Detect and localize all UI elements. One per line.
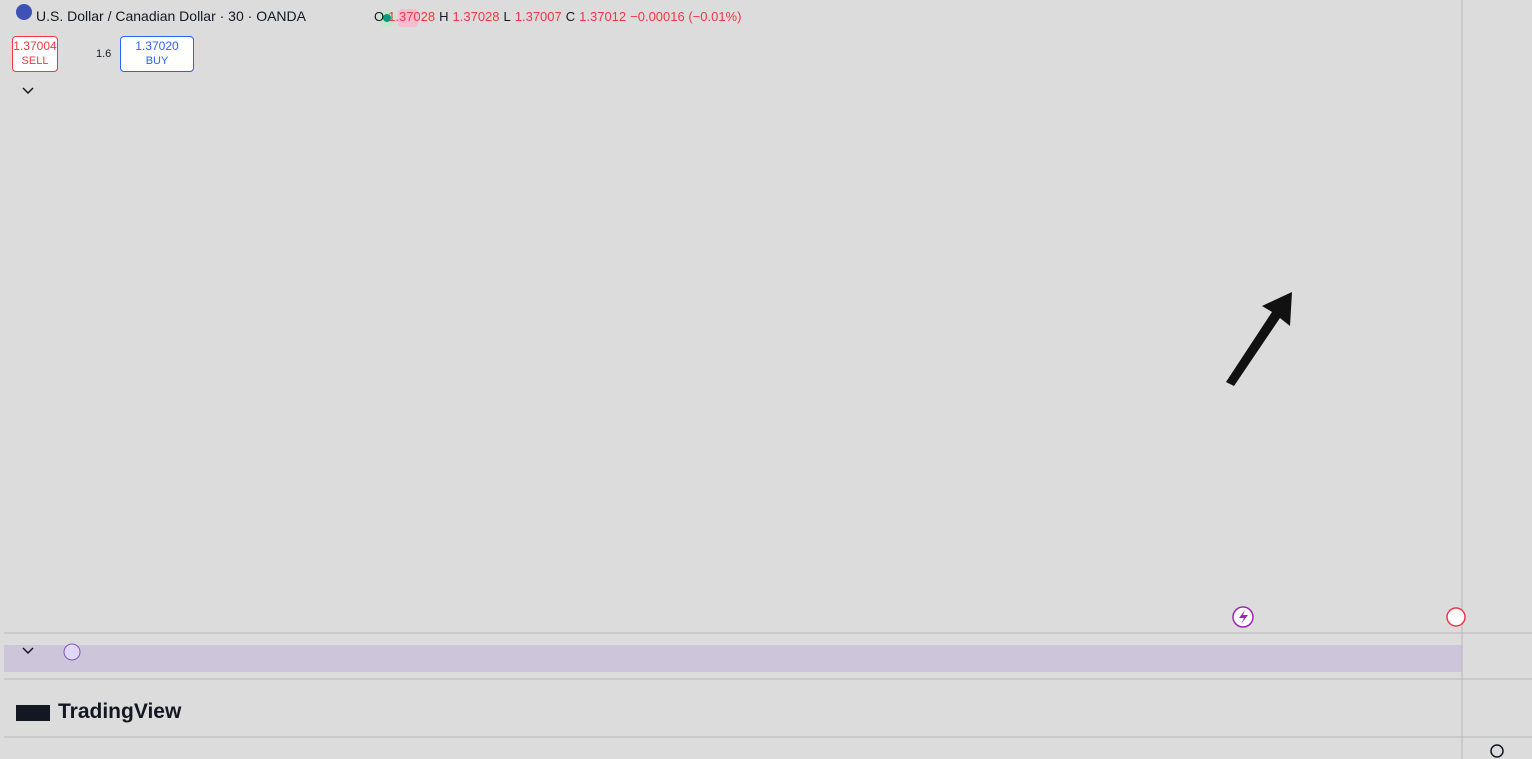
arrow-annotation bbox=[1226, 292, 1292, 386]
plot-bg bbox=[4, 0, 1462, 736]
watermark: TradingView bbox=[58, 700, 182, 723]
indicator-toggle[interactable] bbox=[63, 643, 81, 661]
ohlc-key: L bbox=[503, 8, 511, 24]
ohlc-value: 1.37028 bbox=[452, 8, 500, 24]
symbol-title: U.S. Dollar / Canadian Dollar · 30 · OAN… bbox=[36, 8, 306, 24]
ohlc-key: H bbox=[439, 8, 449, 24]
sell-price: 1.37004 bbox=[13, 39, 57, 53]
ohlc-key: O bbox=[374, 8, 385, 24]
rsi-pane bbox=[4, 645, 1462, 672]
watermark-logo bbox=[16, 705, 50, 721]
data-icon bbox=[398, 9, 418, 27]
status-dot-core bbox=[383, 14, 391, 22]
ohlc-value: 1.37028 bbox=[388, 8, 436, 24]
buy-button[interactable]: 1.37020 BUY bbox=[120, 36, 194, 72]
settings-icon[interactable] bbox=[1490, 744, 1504, 758]
flag-icon[interactable] bbox=[1446, 607, 1466, 627]
collapse-toggle[interactable] bbox=[22, 87, 34, 95]
sell-button[interactable]: 1.37004 SELL bbox=[12, 36, 58, 72]
ohlc-value: 1.37007 bbox=[514, 8, 562, 24]
symbol-flag bbox=[16, 4, 32, 20]
spread: 1.6 bbox=[96, 48, 112, 60]
sell-label: SELL bbox=[21, 55, 49, 67]
change: −0.00016 (−0.01%) bbox=[630, 8, 742, 24]
buy-price: 1.37020 bbox=[135, 39, 179, 53]
header: U.S. Dollar / Canadian Dollar · 30 · OAN… bbox=[36, 8, 741, 24]
ohlc-value: 1.37012 bbox=[579, 8, 627, 24]
event-icon-bolt bbox=[1239, 610, 1248, 624]
buy-label: BUY bbox=[145, 55, 169, 67]
rsi-band bbox=[4, 645, 1462, 672]
collapse-toggle[interactable] bbox=[22, 647, 34, 655]
ohlc-key: C bbox=[565, 8, 576, 24]
